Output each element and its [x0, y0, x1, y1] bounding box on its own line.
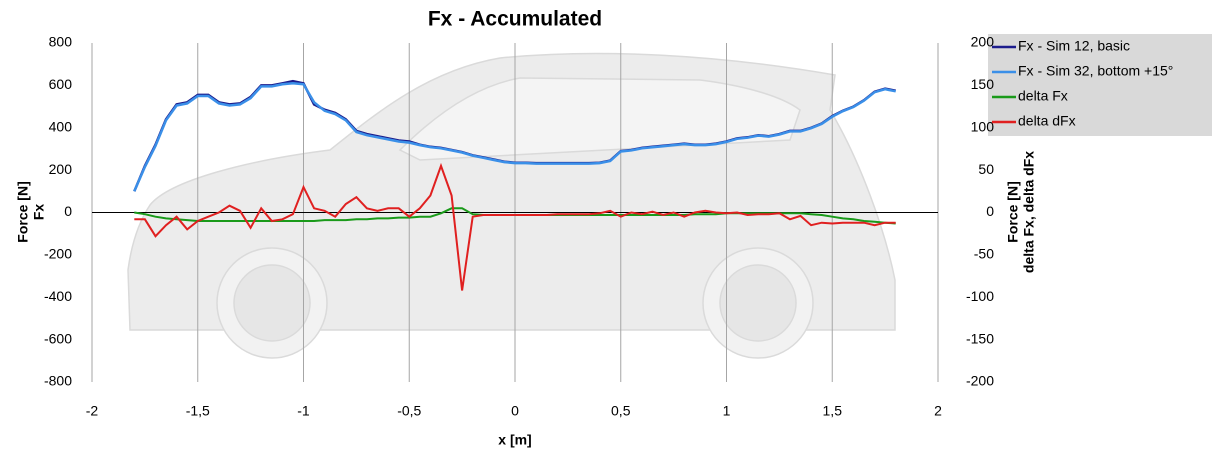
series-line — [134, 162, 896, 291]
y2-tick-label: -50 — [974, 246, 994, 262]
x-tick-label: -0,5 — [397, 403, 421, 419]
legend-label: delta Fx — [1018, 88, 1068, 104]
y-tick-label: -200 — [44, 246, 72, 262]
x-tick-label: -1,5 — [186, 403, 210, 419]
car-silhouette — [127, 52, 896, 359]
y2-tick-label: -200 — [966, 373, 994, 389]
legend-label: Fx - Sim 12, basic — [1018, 38, 1130, 54]
y2-tick-label: -100 — [966, 288, 994, 304]
x-tick-label: -2 — [86, 403, 99, 419]
y-tick-label: 0 — [64, 203, 72, 219]
x-tick-label: 1,5 — [823, 403, 843, 419]
y2-tick-label: -150 — [966, 330, 994, 346]
legend-label: Fx - Sim 32, bottom +15° — [1018, 63, 1173, 79]
y2-tick-label: 0 — [986, 203, 994, 219]
y-tick-label: 800 — [49, 34, 73, 50]
y-tick-label: 200 — [49, 161, 73, 177]
y2-axis-label: Force [N] — [1005, 181, 1021, 242]
chart-title: Fx - Accumulated — [428, 8, 602, 31]
x-tick-label: 0,5 — [611, 403, 631, 419]
x-axis-label: x [m] — [498, 432, 531, 448]
x-tick-label: 0 — [511, 403, 519, 419]
x-tick-label: -1 — [297, 403, 310, 419]
y-tick-label: -800 — [44, 373, 72, 389]
x-tick-label: 2 — [934, 403, 942, 419]
legend-label: delta dFx — [1018, 113, 1076, 129]
y2-axis-label: delta Fx, delta dFx — [1021, 151, 1037, 273]
y-tick-label: 600 — [49, 76, 73, 92]
series-line — [133, 82, 896, 192]
y-axis-label: Fx — [31, 204, 47, 221]
y-axis-label: Force [N] — [15, 181, 31, 242]
y2-tick-label: 200 — [971, 34, 995, 50]
y2-tick-label: 100 — [971, 118, 995, 134]
x-tick-label: 1 — [723, 403, 731, 419]
y-tick-label: -400 — [44, 288, 72, 304]
y-tick-label: 400 — [49, 118, 73, 134]
y-tick-label: -600 — [44, 330, 72, 346]
y2-tick-label: 150 — [971, 76, 995, 92]
y2-tick-label: 50 — [978, 161, 994, 177]
legend-box — [988, 34, 1212, 136]
